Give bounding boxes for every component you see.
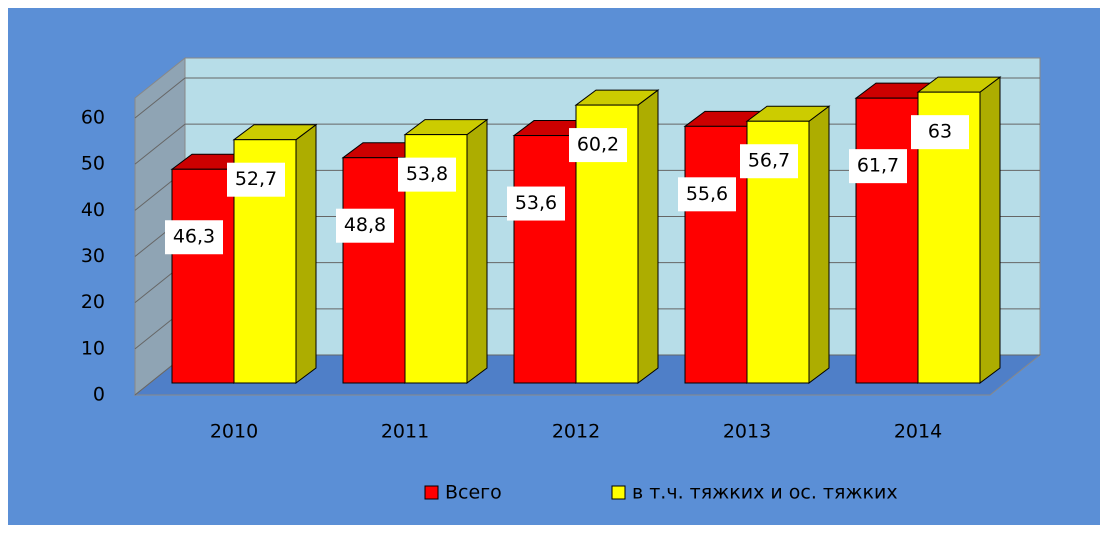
data-label-box: [569, 128, 627, 163]
data-label: 63: [928, 121, 952, 143]
bar: [684, 125, 748, 384]
bar: [342, 157, 406, 384]
x-tick-label: 2012: [552, 421, 600, 443]
data-label: 53,8: [406, 163, 448, 185]
legend-label: в т.ч. тяжких и ос. тяжких: [632, 482, 898, 504]
y-tick-label: 60: [81, 107, 105, 129]
y-tick-label: 40: [81, 199, 105, 221]
data-label: 56,7: [748, 150, 790, 172]
data-label: 61,7: [857, 155, 899, 177]
x-tick-label: 2010: [210, 421, 258, 443]
data-label-box: [849, 149, 907, 184]
y-tick-label: 0: [93, 384, 105, 406]
y-tick-label: 30: [81, 245, 105, 267]
data-label-box: [911, 115, 969, 150]
data-label-box: [398, 157, 456, 192]
grid-line: [134, 77, 186, 119]
legend-label: Всего: [445, 482, 502, 504]
data-label: 48,8: [344, 214, 386, 236]
bar-side: [637, 89, 659, 384]
data-label-box: [165, 220, 223, 255]
bar: [171, 168, 235, 384]
bar-side: [979, 76, 1001, 384]
y-tick-label: 50: [81, 153, 105, 175]
data-label: 55,6: [686, 183, 728, 205]
x-tick-label: 2014: [894, 421, 942, 443]
bar: [513, 135, 577, 384]
bar-side: [808, 105, 830, 384]
bar: [855, 97, 919, 384]
data-label-box: [227, 162, 285, 197]
data-label: 53,6: [515, 192, 557, 214]
x-tick-label: 2011: [381, 421, 429, 443]
data-label-box: [336, 208, 394, 243]
grid-line: [134, 123, 186, 165]
data-label: 46,3: [173, 226, 215, 248]
data-label-box: [678, 177, 736, 212]
bar-side: [466, 118, 488, 384]
legend-swatch: [424, 485, 439, 500]
data-label: 60,2: [577, 134, 619, 156]
y-tick-label: 20: [81, 291, 105, 313]
x-tick-label: 2013: [723, 421, 771, 443]
legend-swatch: [611, 485, 626, 500]
y-tick-label: 10: [81, 337, 105, 359]
bar-side: [295, 123, 317, 384]
data-label-box: [507, 186, 565, 221]
data-label-box: [740, 144, 798, 179]
data-label: 52,7: [235, 168, 277, 190]
